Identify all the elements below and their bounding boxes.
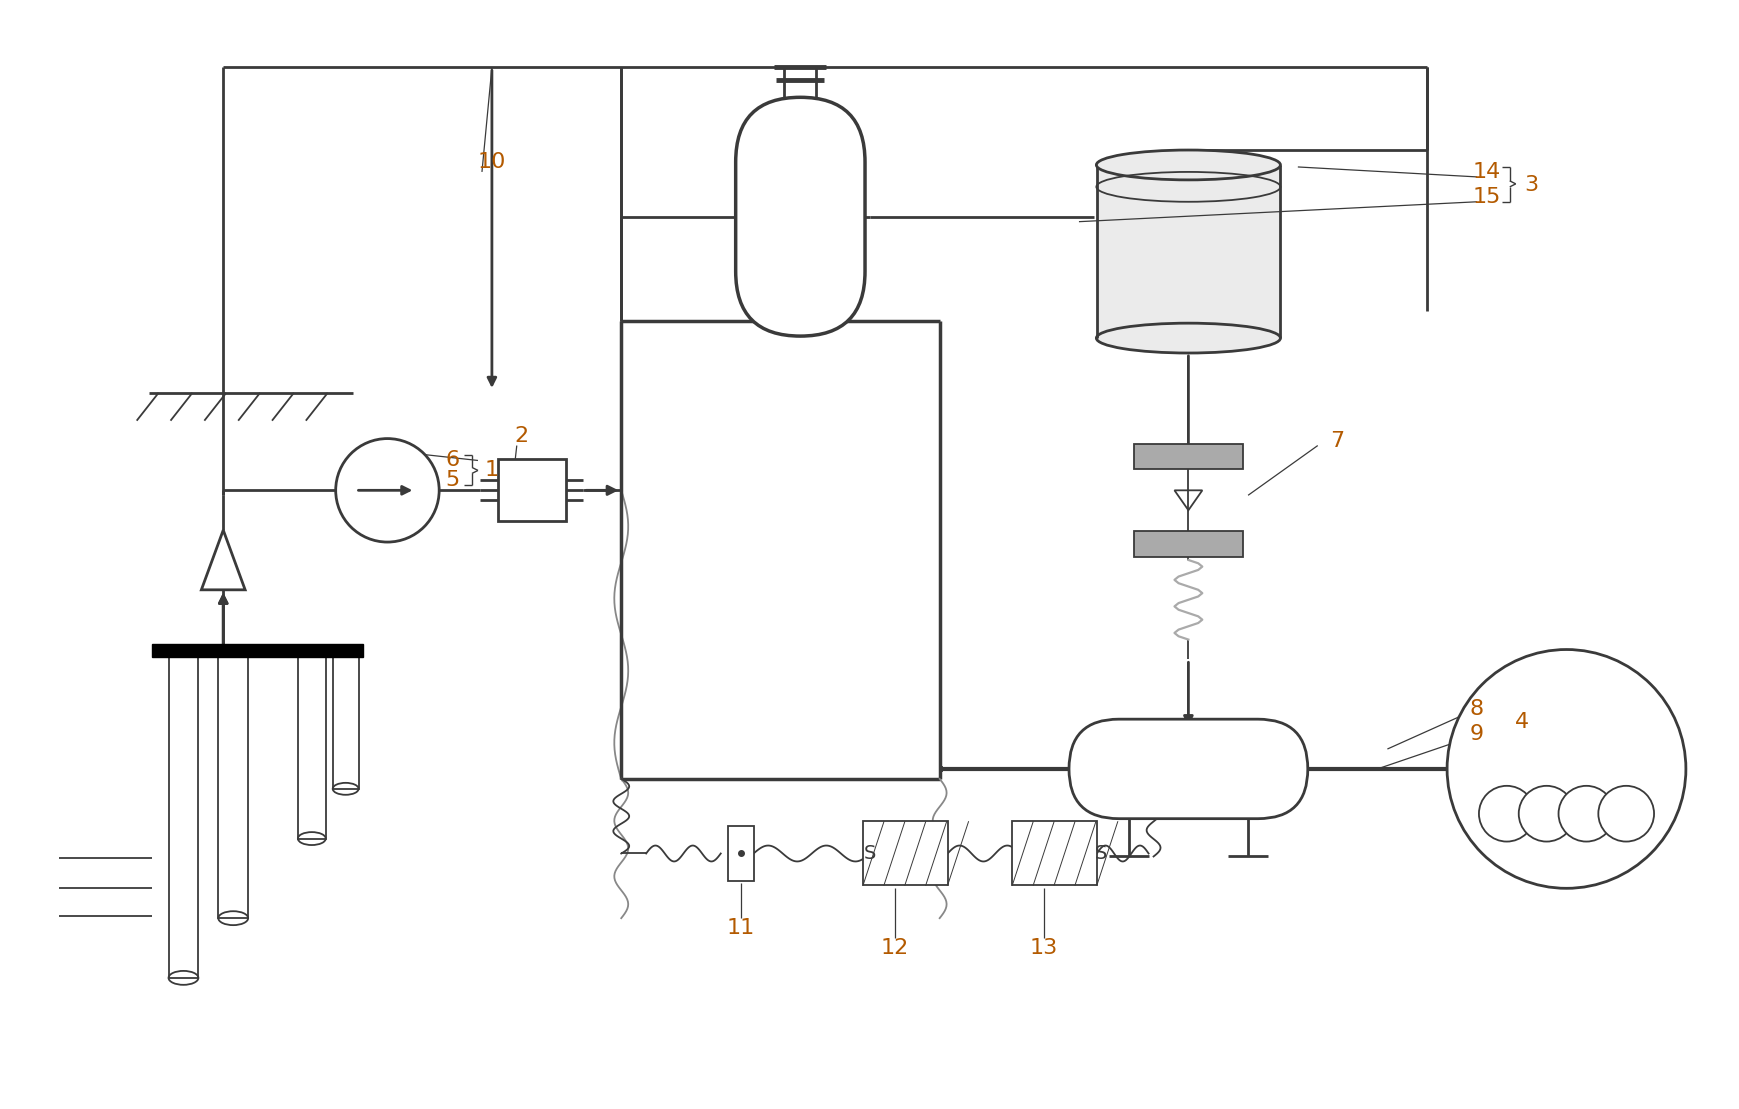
Bar (217, 650, 249, 918)
Text: 6: 6 (445, 450, 459, 470)
Text: 12: 12 (880, 938, 908, 958)
Text: S: S (1094, 844, 1106, 863)
Text: 4: 4 (1513, 712, 1529, 732)
Circle shape (1478, 786, 1534, 842)
Text: 8: 8 (1469, 699, 1483, 720)
Text: 14: 14 (1471, 162, 1501, 182)
Bar (727, 825, 753, 882)
Text: 13: 13 (1029, 938, 1057, 958)
Bar (332, 650, 358, 788)
Circle shape (1558, 786, 1614, 842)
Text: 15: 15 (1471, 186, 1501, 206)
Bar (1096, 164, 1280, 338)
Text: 11: 11 (727, 918, 755, 938)
Bar (151, 643, 362, 658)
Circle shape (1598, 786, 1654, 842)
FancyBboxPatch shape (736, 98, 864, 336)
Circle shape (1518, 786, 1574, 842)
Text: 2: 2 (515, 426, 529, 446)
Text: 9: 9 (1469, 724, 1483, 744)
Circle shape (336, 438, 438, 542)
Circle shape (1447, 650, 1685, 888)
Bar (497, 459, 565, 521)
Text: 7: 7 (1330, 430, 1344, 450)
Bar (169, 650, 198, 978)
Bar (1134, 444, 1242, 469)
Text: S: S (863, 844, 876, 863)
Ellipse shape (1096, 323, 1280, 353)
Text: 10: 10 (478, 152, 506, 172)
Bar (1134, 531, 1242, 557)
Text: 1: 1 (485, 460, 499, 480)
Bar (863, 821, 948, 885)
Ellipse shape (1096, 150, 1280, 180)
Text: 5: 5 (445, 470, 459, 490)
Bar (1012, 821, 1096, 885)
Text: 3: 3 (1523, 175, 1537, 195)
FancyBboxPatch shape (1068, 719, 1308, 818)
Bar (297, 650, 325, 838)
